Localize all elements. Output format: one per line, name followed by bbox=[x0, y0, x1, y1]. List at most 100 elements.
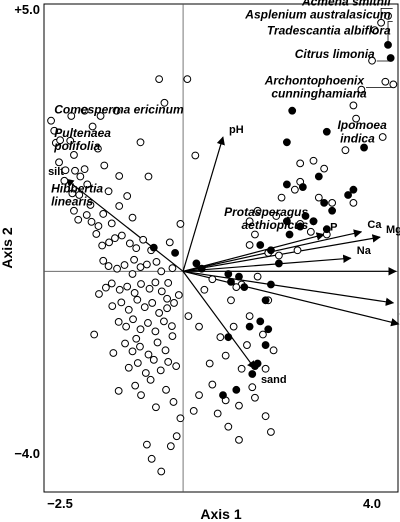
open-point-11 bbox=[80, 165, 89, 174]
species-label-6: Ipomoea bbox=[337, 118, 387, 132]
open-point-93 bbox=[172, 362, 181, 371]
open-point-117 bbox=[253, 272, 262, 281]
open-point-96 bbox=[137, 391, 145, 400]
filled-point-1 bbox=[322, 127, 331, 136]
open-point-126 bbox=[237, 364, 246, 373]
filled-point-16 bbox=[349, 185, 358, 194]
open-point-77 bbox=[167, 322, 176, 331]
vector-arrow-organic bbox=[182, 270, 395, 306]
open-point-48 bbox=[168, 264, 177, 273]
open-point-70 bbox=[114, 317, 123, 326]
vector-label-Mg: Mg bbox=[386, 224, 400, 236]
open-point-3 bbox=[56, 136, 65, 145]
open-point-148 bbox=[253, 206, 262, 215]
open-point-130 bbox=[195, 391, 203, 400]
filled-point-19 bbox=[274, 259, 283, 268]
open-point-166 bbox=[389, 80, 398, 89]
open-point-59 bbox=[164, 279, 173, 287]
open-point-124 bbox=[205, 359, 214, 368]
open-point-42 bbox=[113, 264, 121, 273]
open-point-34 bbox=[117, 231, 126, 240]
open-point-101 bbox=[152, 403, 160, 412]
open-point-154 bbox=[290, 185, 299, 194]
open-point-180 bbox=[144, 172, 153, 181]
open-point-75 bbox=[151, 327, 160, 336]
species-leader-0 bbox=[380, 7, 393, 23]
vector-label-silt: silt bbox=[48, 166, 64, 178]
open-point-177 bbox=[67, 112, 76, 120]
filled-point-12 bbox=[282, 217, 291, 226]
sample-points bbox=[47, 12, 398, 476]
open-point-185 bbox=[136, 138, 145, 147]
filled-point-41 bbox=[256, 317, 265, 326]
filled-point-18 bbox=[267, 246, 275, 255]
species-label-12: linearis bbox=[51, 195, 93, 209]
x-tick-left: −2.5 bbox=[47, 496, 73, 511]
filled-point-22 bbox=[227, 277, 235, 286]
filled-point-31 bbox=[251, 362, 259, 371]
open-point-158 bbox=[309, 156, 318, 165]
open-point-99 bbox=[176, 414, 185, 423]
open-point-10 bbox=[76, 172, 85, 181]
open-point-44 bbox=[130, 255, 139, 264]
open-point-55 bbox=[137, 280, 145, 288]
open-point-162 bbox=[349, 198, 358, 207]
filled-point-39 bbox=[192, 259, 201, 268]
open-point-181 bbox=[176, 220, 185, 228]
open-point-80 bbox=[121, 339, 129, 348]
open-point-47 bbox=[157, 267, 166, 276]
vector-label-sand: sand bbox=[261, 374, 287, 386]
open-point-76 bbox=[160, 317, 168, 326]
open-point-92 bbox=[164, 358, 173, 366]
environmental-vectors: pHsiltPCaMgNaKorganicNsand bbox=[48, 124, 400, 386]
open-point-171 bbox=[370, 26, 379, 35]
open-point-183 bbox=[96, 112, 105, 120]
open-point-164 bbox=[357, 85, 366, 94]
filled-point-32 bbox=[248, 370, 257, 378]
open-point-165 bbox=[381, 77, 390, 86]
open-point-40 bbox=[99, 256, 108, 265]
filled-point-4 bbox=[314, 172, 323, 181]
open-point-176 bbox=[160, 98, 169, 107]
open-point-63 bbox=[133, 295, 142, 304]
open-point-138 bbox=[213, 409, 222, 418]
filled-point-34 bbox=[219, 391, 227, 400]
filled-point-26 bbox=[264, 325, 273, 334]
open-point-46 bbox=[142, 260, 151, 269]
filled-point-28 bbox=[224, 333, 233, 342]
species-label-5: cunninghamiana bbox=[271, 87, 367, 101]
filled-point-8 bbox=[328, 206, 337, 215]
open-point-36 bbox=[132, 244, 141, 253]
open-point-133 bbox=[251, 393, 259, 402]
open-point-121 bbox=[243, 341, 251, 349]
open-point-182 bbox=[165, 238, 174, 247]
filled-point-37 bbox=[149, 243, 158, 252]
filled-point-0 bbox=[288, 106, 297, 115]
open-point-7 bbox=[70, 151, 78, 159]
open-point-161 bbox=[296, 159, 305, 168]
open-point-56 bbox=[145, 284, 154, 293]
open-point-127 bbox=[261, 364, 270, 373]
species-label-2: Tradescantia albiflora bbox=[267, 23, 391, 37]
vector-arrow-silt bbox=[65, 178, 184, 272]
open-point-20 bbox=[70, 206, 78, 215]
open-point-108 bbox=[163, 304, 172, 313]
open-point-17 bbox=[100, 161, 109, 170]
open-point-141 bbox=[245, 241, 254, 249]
filled-point-13 bbox=[285, 230, 294, 239]
open-point-24 bbox=[94, 222, 103, 230]
open-point-68 bbox=[170, 299, 178, 307]
x-axis-title: Axis 1 bbox=[200, 506, 241, 522]
species-label-8: Comesperma ericinum bbox=[54, 102, 184, 116]
y-axis-title: Axis 2 bbox=[0, 227, 15, 268]
open-point-52 bbox=[115, 285, 124, 294]
filled-point-29 bbox=[261, 341, 270, 349]
open-point-142 bbox=[251, 230, 259, 239]
open-point-25 bbox=[99, 210, 108, 218]
open-point-98 bbox=[169, 398, 178, 406]
filled-point-17 bbox=[256, 241, 265, 249]
open-point-31 bbox=[98, 241, 107, 250]
open-point-57 bbox=[151, 278, 160, 287]
open-point-28 bbox=[123, 192, 132, 200]
open-point-16 bbox=[94, 144, 102, 153]
